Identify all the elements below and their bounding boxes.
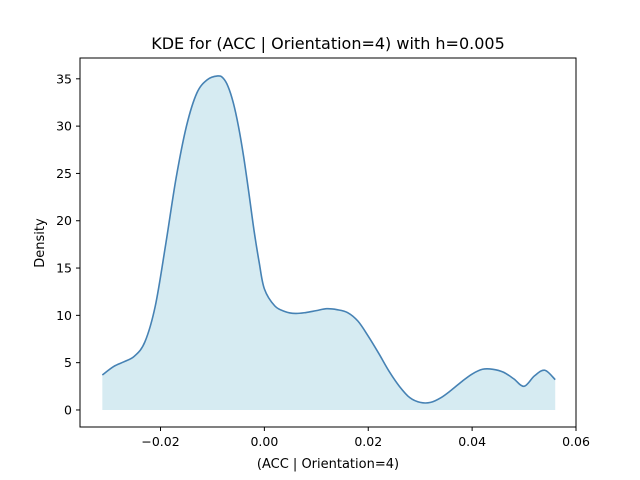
- x-axis-label: (ACC | Orientation=4): [257, 457, 399, 472]
- y-tick-label: 30: [56, 119, 72, 134]
- x-tick-label: 0.00: [250, 434, 278, 449]
- x-tick-label: −0.02: [141, 434, 179, 449]
- y-tick-label: 5: [64, 355, 72, 370]
- y-tick-label: 0: [64, 402, 72, 417]
- plot-area: [101, 75, 556, 410]
- y-axis-ticks: 0 5 10 15 20 25 30 35: [56, 71, 80, 417]
- density-fill-area: [102, 75, 556, 410]
- density-curve: [101, 75, 556, 404]
- y-tick-label: 35: [56, 71, 72, 86]
- y-tick-label: 15: [56, 261, 72, 276]
- chart-title: KDE for (ACC | Orientation=4) with h=0.0…: [151, 34, 505, 53]
- y-tick-label: 25: [56, 166, 72, 181]
- x-tick-label: 0.06: [562, 434, 590, 449]
- y-tick-label: 10: [56, 308, 72, 323]
- x-tick-label: 0.04: [458, 434, 486, 449]
- x-axis-ticks: −0.02 0.00 0.02 0.04 0.06: [141, 427, 590, 449]
- y-tick-label: 20: [56, 213, 72, 228]
- y-axis-label: Density: [33, 218, 48, 268]
- x-tick-label: 0.02: [354, 434, 382, 449]
- axes-frame: [79, 57, 577, 428]
